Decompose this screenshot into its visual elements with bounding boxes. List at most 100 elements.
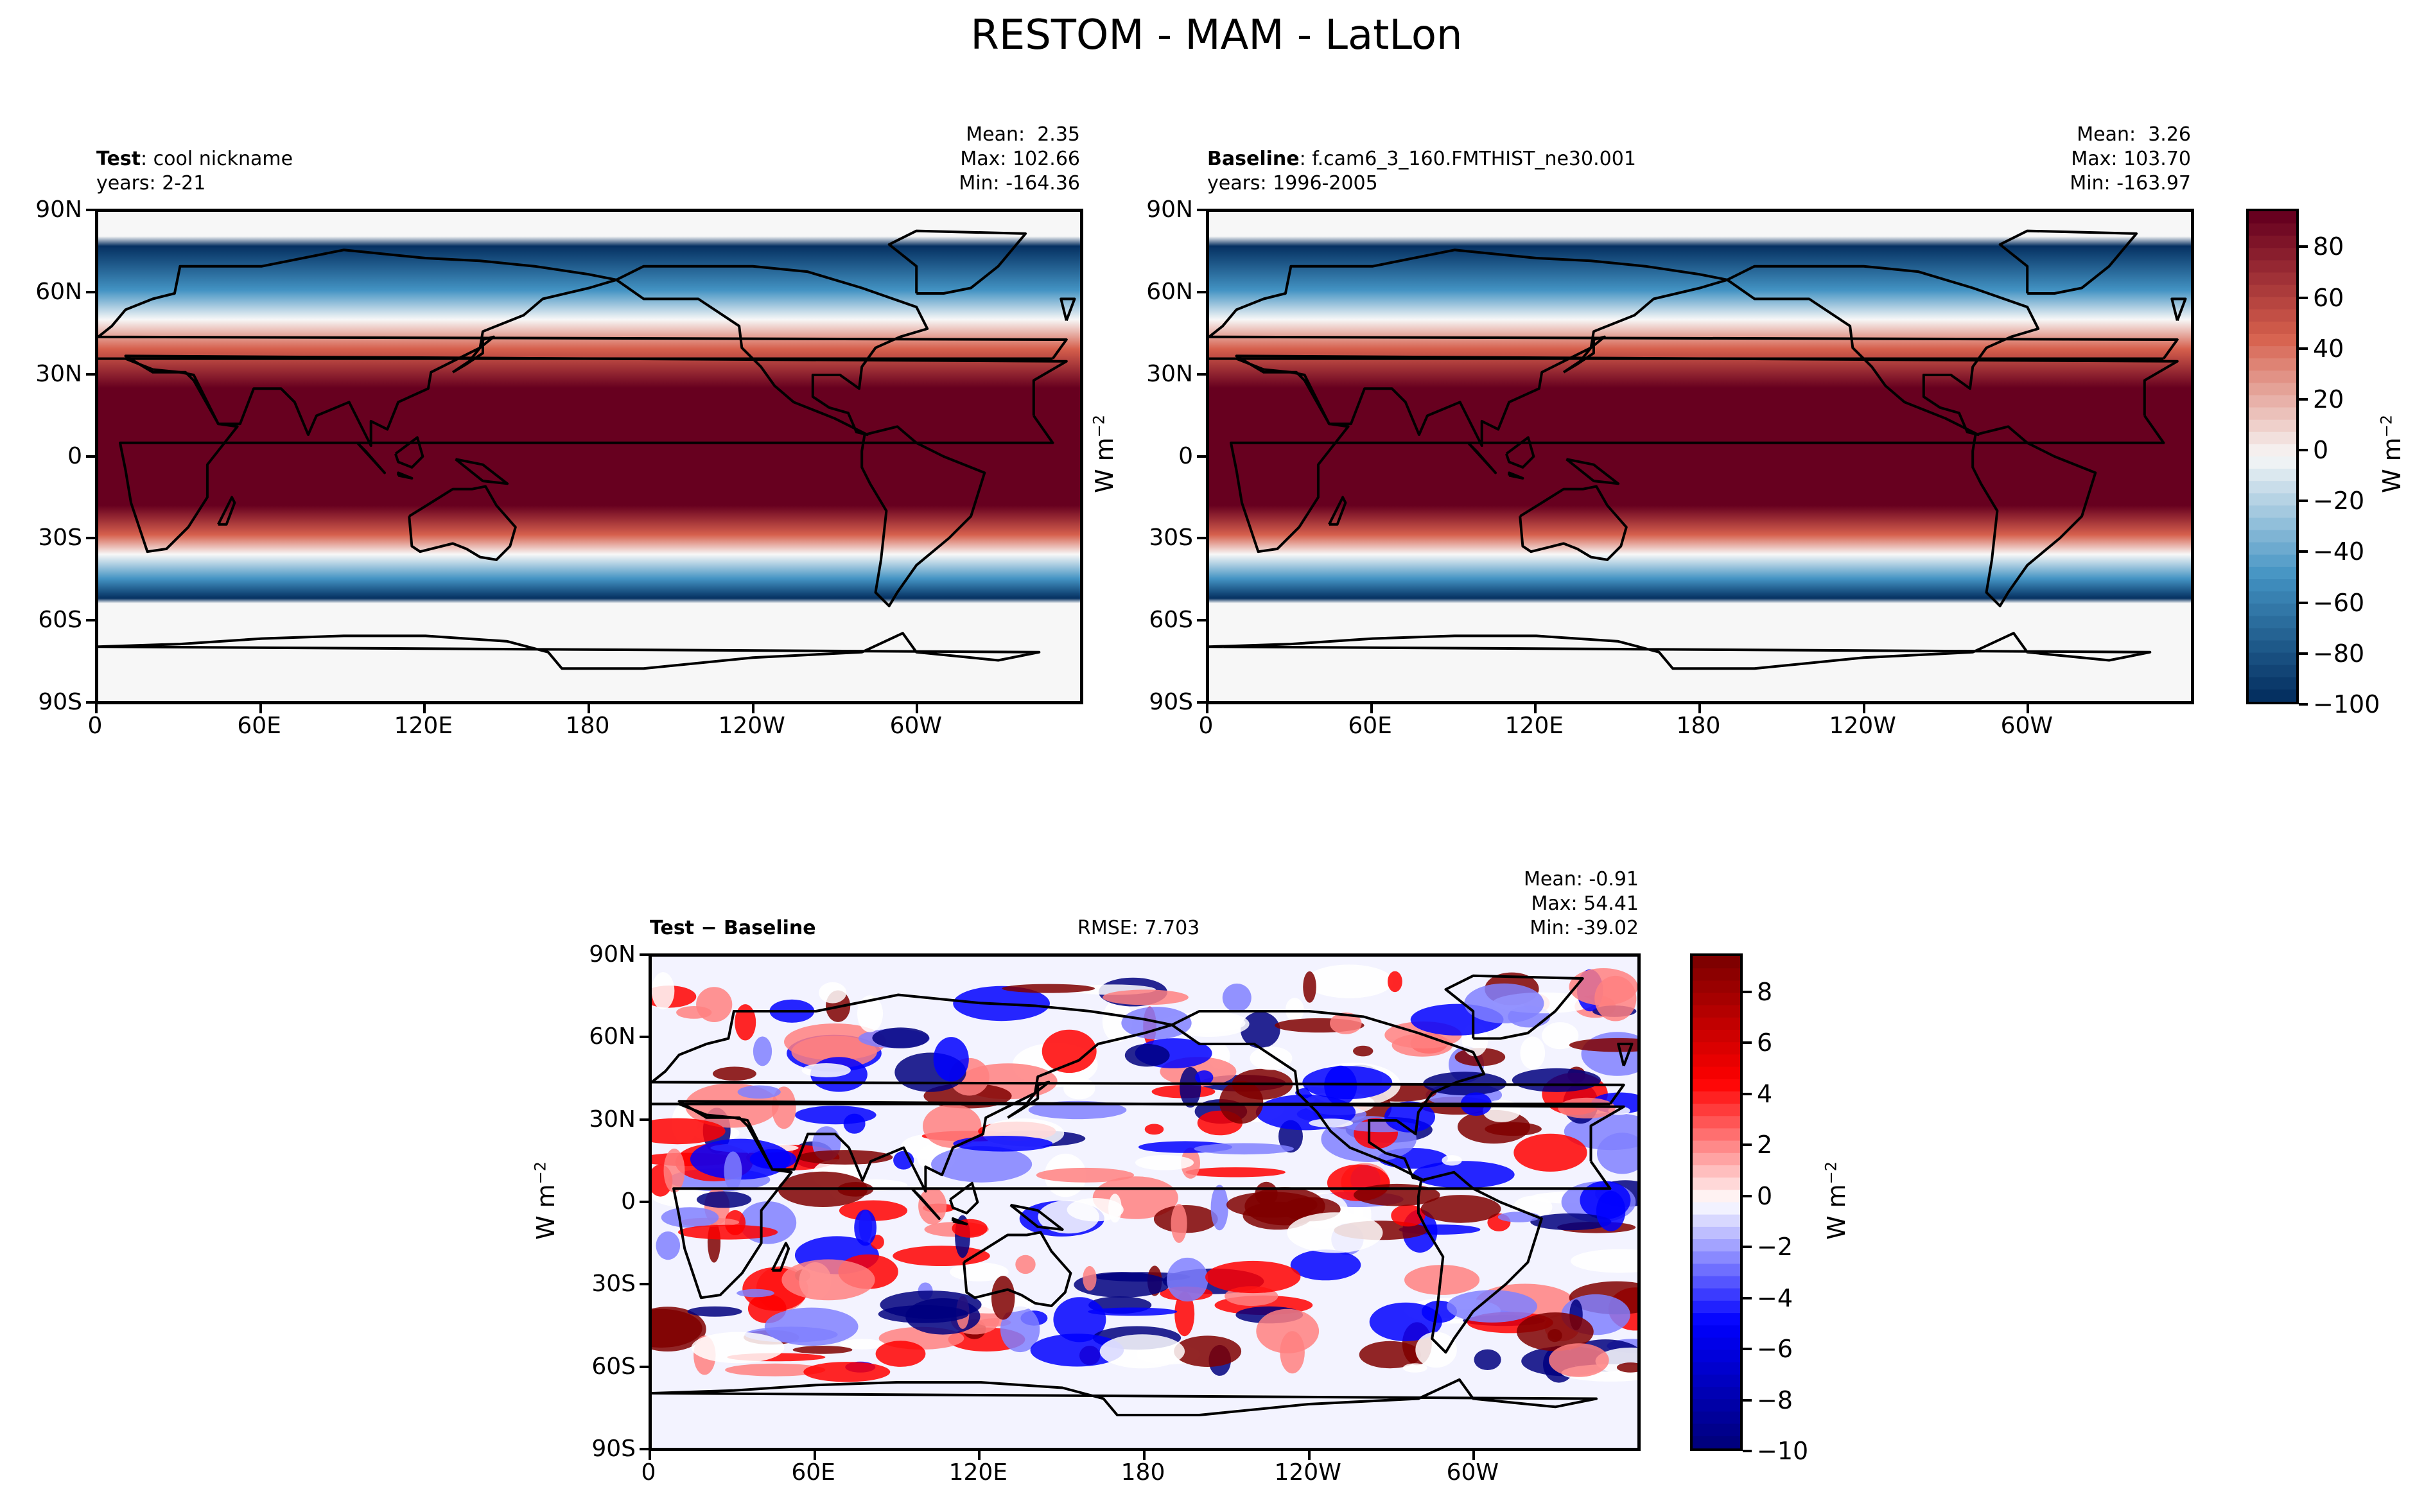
colorbar-tick-label: 20 — [2313, 385, 2344, 413]
colorbar-tick-mark — [2299, 500, 2308, 503]
diff-field-blob — [1290, 1249, 1361, 1281]
coastline — [1007, 1081, 1051, 1119]
colorbar-level — [2249, 628, 2296, 641]
y-tick-label: 60S — [38, 607, 82, 634]
diff-field-blob — [1404, 1265, 1480, 1295]
colorbar-level — [2249, 481, 2296, 494]
y-tick-mark — [1197, 537, 1206, 540]
diff-field-blob — [1241, 1011, 1280, 1048]
colorbar-level — [2249, 505, 2296, 519]
diff-field-blob — [652, 972, 675, 1010]
colorbar-level — [2249, 493, 2296, 507]
baseline-max: Max: 103.70 — [2071, 148, 2191, 170]
coastline — [1417, 1170, 1543, 1354]
y-tick-mark — [86, 537, 95, 540]
colorbar-level — [1693, 1152, 1740, 1166]
diff-field-blob — [652, 1307, 706, 1351]
coastline — [1508, 471, 1524, 480]
diff-field-blob — [880, 1290, 982, 1319]
diff-field-blob — [792, 1346, 853, 1354]
y-tick-label: 60S — [591, 1353, 636, 1380]
colorbar-level — [2249, 591, 2296, 605]
diff-field-blob — [1497, 1212, 1540, 1222]
coastline — [98, 632, 1041, 670]
diff-field-blob — [819, 982, 847, 1004]
coastlines — [652, 974, 1634, 1416]
y-tick-label: 60S — [1149, 607, 1193, 634]
diff-name-bold: Test − Baseline — [650, 917, 816, 939]
diff-field-blob — [1285, 998, 1304, 1022]
coastline — [1171, 1010, 1486, 1182]
colorbar-tick-label: −40 — [2313, 537, 2365, 566]
diff-field-blob — [1256, 1308, 1320, 1353]
baseline-min: Min: -163.97 — [2070, 172, 2191, 195]
y-tick-label: 90S — [38, 689, 82, 715]
diff-field-blob — [1442, 1155, 1462, 1166]
colorbar-tick-mark — [1743, 1348, 1752, 1351]
diff-blobs — [652, 964, 1637, 1383]
coastline — [119, 354, 1068, 553]
diff-field-blob — [1464, 983, 1544, 1023]
coastline — [408, 485, 517, 561]
diff-field-blob — [1124, 1044, 1170, 1067]
colorbar-level — [2249, 419, 2296, 433]
coastline — [217, 496, 236, 526]
y-tick-label: 60N — [589, 1023, 636, 1050]
colorbar-level — [1693, 1300, 1740, 1314]
coastline — [98, 248, 1068, 448]
coastline — [356, 442, 386, 474]
diff-field-blob — [801, 1063, 851, 1077]
colorbar-tick-label: 4 — [1757, 1079, 1773, 1108]
x-tick-label: 60W — [2000, 713, 2054, 739]
test-mean: Mean: 2.35 — [966, 123, 1080, 146]
colorbar-tick-label: −2 — [1757, 1233, 1793, 1262]
colorbar-level — [1693, 1423, 1740, 1437]
coastline — [1230, 354, 2179, 553]
x-tick-mark — [751, 704, 754, 713]
x-tick-mark — [1370, 704, 1373, 713]
y-tick-mark — [1197, 290, 1206, 293]
test-name-rest: : cool nickname — [141, 148, 293, 170]
diff-field-blob — [1359, 1341, 1421, 1369]
diff-field-blob — [1420, 1195, 1501, 1223]
y-tick-label: 90N — [1146, 196, 1193, 223]
colorbar-tick-mark — [1743, 1092, 1752, 1095]
colorbar-level — [1693, 1202, 1740, 1215]
diff-field-blob — [1028, 1100, 1127, 1120]
coastline — [948, 1181, 979, 1215]
y-tick-label: 90S — [591, 1436, 636, 1462]
diff-field-blob — [737, 1085, 781, 1099]
colorbar-level — [2249, 431, 2296, 445]
diff-field-blob — [1413, 1161, 1515, 1188]
colorbar-tick-label: −4 — [1757, 1283, 1793, 1312]
colorbar-level — [1693, 1054, 1740, 1068]
colorbar-level — [2249, 542, 2296, 555]
y-tick-mark — [1197, 455, 1206, 458]
diff-field-blob — [1250, 1047, 1293, 1070]
y-tick-mark — [86, 701, 95, 704]
coastline — [451, 335, 495, 374]
diff-field-blob — [725, 1363, 826, 1377]
colorbar-level — [1693, 1276, 1740, 1289]
y-tick-label: 90S — [1149, 689, 1193, 715]
field-background — [1209, 212, 2191, 701]
diff-field-blob — [840, 1339, 885, 1350]
diff-field-blob — [1194, 1143, 1295, 1155]
diff-field-blob — [797, 1150, 893, 1165]
diff-field-blob — [1135, 1155, 1194, 1170]
diff-field-blob — [1309, 1118, 1353, 1128]
x-tick-label: 0 — [87, 713, 103, 739]
x-tick-mark — [95, 704, 98, 713]
x-tick-mark — [1143, 1451, 1146, 1460]
x-tick-label: 180 — [565, 713, 610, 739]
colorbar-level — [2249, 358, 2296, 372]
diff-field-blob — [1512, 1068, 1601, 1092]
colorbar-level — [2249, 395, 2296, 408]
y-tick-mark — [86, 372, 95, 376]
diff-field-blob — [1520, 1036, 1546, 1070]
y-tick-label: 30N — [1146, 360, 1193, 387]
diff-field-blob — [1103, 989, 1189, 1005]
diff-field-blob — [1030, 1334, 1124, 1367]
diff-field-blob — [690, 1138, 791, 1180]
colorbar-level — [1693, 1288, 1740, 1301]
